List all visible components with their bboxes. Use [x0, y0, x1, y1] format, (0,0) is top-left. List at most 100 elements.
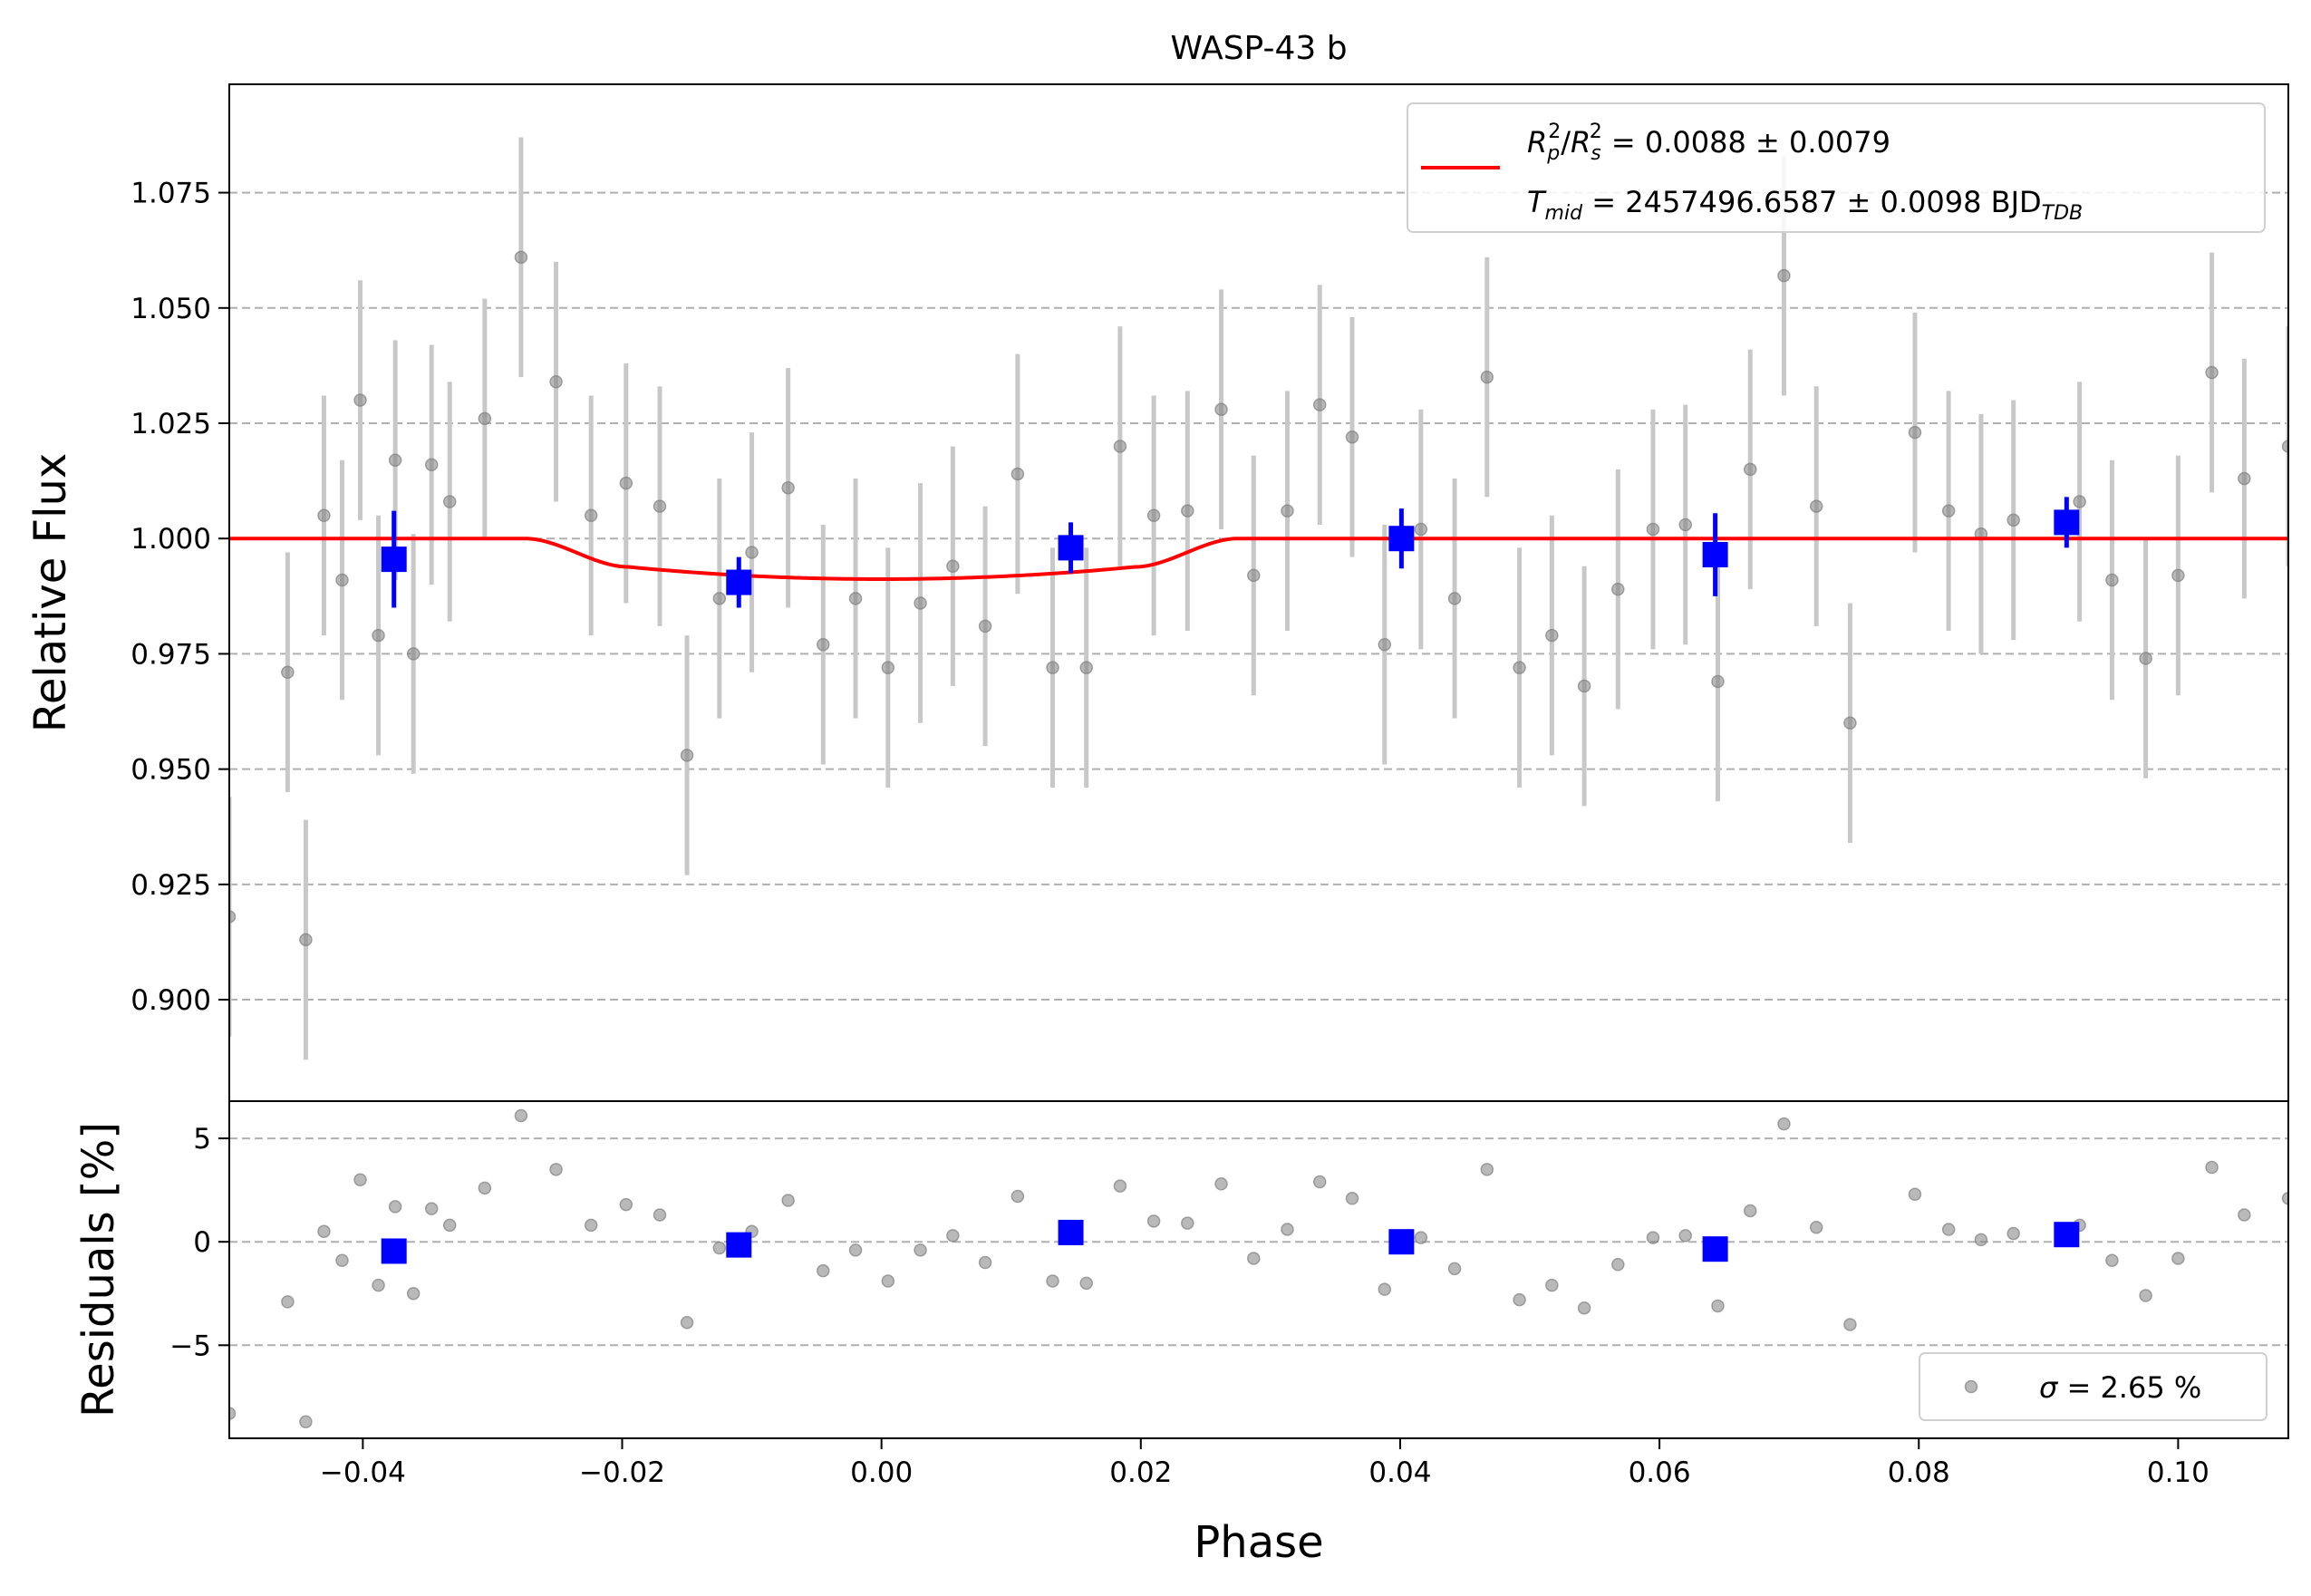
residual-binned-point	[1058, 1219, 1084, 1245]
residual-raw-point	[372, 1278, 385, 1292]
residual-raw-point	[680, 1315, 694, 1330]
residual-binned-point	[1388, 1229, 1415, 1255]
residual-raw-point	[712, 1241, 727, 1255]
raw-point	[1079, 661, 1093, 674]
raw-point	[2238, 471, 2251, 486]
residual-raw-point	[1247, 1252, 1261, 1265]
residual-panel: −5 0 5 Residuals [%] σ = 2.65 %	[73, 1100, 2289, 1439]
raw-point	[653, 499, 667, 513]
raw-point	[353, 393, 367, 407]
raw-point	[1577, 679, 1591, 693]
residual-raw-point	[2238, 1208, 2251, 1222]
residual-raw-point	[653, 1208, 667, 1222]
raw-point	[1678, 517, 1692, 532]
raw-point	[1247, 568, 1261, 583]
raw-point	[1941, 504, 1956, 517]
main-y-axis-label: Relative Flux	[25, 453, 76, 733]
residual-raw-point	[848, 1243, 863, 1257]
residual-raw-point	[2105, 1253, 2119, 1267]
chart-title: WASP-43 b	[1170, 30, 1347, 67]
residual-raw-point	[1312, 1175, 1327, 1189]
residual-raw-point	[2205, 1160, 2219, 1175]
residual-raw-point	[946, 1229, 960, 1243]
raw-point	[914, 596, 927, 610]
raw-point	[1480, 370, 1494, 384]
residual-raw-point	[1010, 1189, 1025, 1204]
main-legend-entry-2: Tmid = 2457496.6587 ± 0.0098 BJDTDB	[1527, 185, 2083, 225]
raw-point	[978, 619, 992, 634]
residual-raw-point	[2171, 1252, 2185, 1265]
raw-point	[1711, 674, 1725, 689]
residual-raw-point	[442, 1218, 457, 1233]
raw-point	[2105, 573, 2119, 587]
raw-point	[1181, 504, 1194, 517]
main-y-ticks: 0.900 0.925 0.950 0.975 1.000 1.025 1.050 1.075	[131, 178, 229, 1017]
main-legend-box	[1407, 102, 2266, 233]
raw-point	[1046, 661, 1059, 674]
residual-y-axis-label: Residuals [%]	[73, 1122, 124, 1417]
raw-point	[1281, 504, 1294, 517]
residual-raw-point	[978, 1255, 992, 1270]
residual-legend-entry: σ = 2.65 %	[2039, 1370, 2201, 1405]
residual-raw-point	[335, 1253, 349, 1267]
raw-point	[745, 546, 759, 559]
residual-raw-point	[1843, 1318, 1857, 1331]
main-y-tick-label: 0.975	[131, 638, 211, 671]
residual-raw-point	[1545, 1278, 1559, 1292]
raw-point	[388, 453, 402, 467]
raw-point	[881, 661, 895, 674]
residual-raw-point	[299, 1415, 313, 1428]
x-tick-label: −0.02	[579, 1456, 665, 1489]
raw-point	[712, 592, 727, 605]
raw-point	[1809, 499, 1823, 513]
residual-raw-point	[1809, 1220, 1823, 1234]
raw-point	[1312, 398, 1327, 411]
residual-raw-point	[1378, 1282, 1392, 1296]
raw-point	[478, 411, 492, 426]
residual-raw-point	[353, 1173, 367, 1186]
raw-point	[406, 647, 421, 661]
transit-model-line	[229, 537, 2288, 581]
raw-point	[1777, 268, 1791, 283]
raw-point	[1214, 402, 1228, 416]
residual-raw-point	[2006, 1226, 2020, 1241]
residual-y-tick-label: −5	[169, 1330, 211, 1362]
residual-raw-point	[914, 1243, 927, 1257]
raw-point	[549, 374, 563, 389]
raw-point	[817, 637, 830, 652]
residual-grid	[229, 1137, 2288, 1347]
raw-point	[317, 508, 331, 523]
raw-point	[781, 480, 795, 495]
x-tick-label: 0.10	[2147, 1456, 2209, 1489]
residual-raw-point	[229, 1407, 237, 1420]
residual-raw-point	[1281, 1223, 1294, 1236]
main-y-tick-label: 0.900	[131, 984, 211, 1017]
residual-raw-point	[549, 1163, 563, 1176]
raw-point	[514, 250, 528, 265]
residual-raw-point	[1046, 1274, 1059, 1288]
raw-point	[946, 559, 960, 573]
raw-point	[299, 933, 313, 947]
binned-point	[381, 547, 407, 573]
raw-point	[619, 476, 633, 490]
raw-point	[335, 573, 349, 587]
raw-point	[1908, 425, 1922, 440]
raw-point	[680, 749, 694, 762]
raw-point	[1378, 637, 1392, 652]
raw-point	[372, 628, 385, 643]
residual-frame	[228, 1100, 2289, 1439]
binned-point	[1388, 526, 1415, 552]
raw-point	[442, 495, 457, 508]
residual-raw-point	[1611, 1258, 1625, 1272]
raw-point	[1345, 430, 1359, 444]
residual-binned-point	[2054, 1222, 2080, 1248]
raw-point	[2073, 495, 2086, 508]
residual-legend-marker	[1964, 1379, 1978, 1394]
residual-raw-point	[584, 1218, 598, 1233]
raw-point	[1447, 592, 1462, 605]
residual-raw-point	[1146, 1214, 1161, 1228]
residual-legend-box	[1919, 1352, 2267, 1421]
raw-point	[1843, 716, 1857, 730]
residual-raw-point	[424, 1202, 439, 1215]
residual-legend: σ = 2.65 %	[1919, 1352, 2267, 1421]
